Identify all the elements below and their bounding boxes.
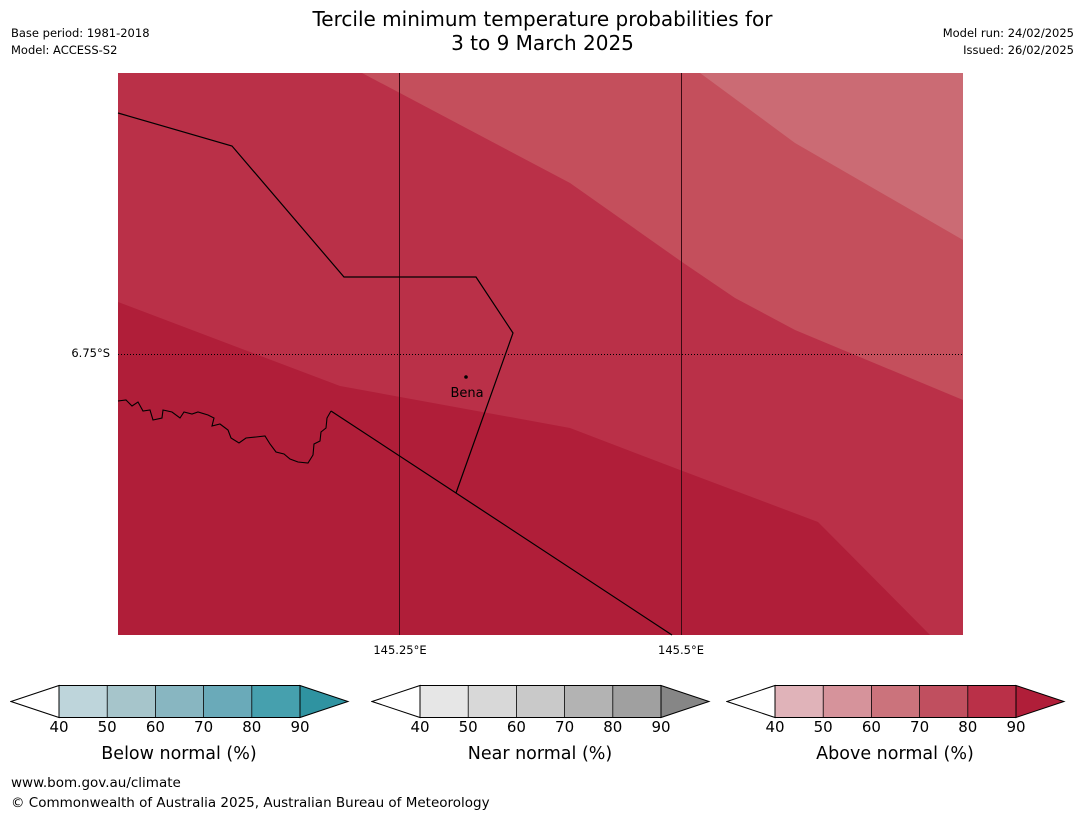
legend-title-below-normal: Below normal (%) — [101, 744, 257, 764]
map-shading-60 — [700, 73, 963, 240]
colorbar-segment-under — [371, 684, 421, 719]
legend-tick: 80 — [242, 718, 262, 736]
colorbar-segment-60-70 — [155, 685, 204, 718]
legend-tick: 80 — [603, 718, 623, 736]
colorbar-segment-80-90 — [612, 685, 661, 718]
colorbar-segment-40-50 — [420, 685, 469, 718]
legend-tick: 40 — [765, 718, 785, 736]
colorbar-segment-50-60 — [468, 685, 517, 718]
bena-marker — [464, 375, 468, 379]
colorbar-segment-70-80 — [203, 685, 252, 718]
issued-text: Issued: 26/02/2025 — [963, 43, 1074, 57]
legend-tick: 50 — [97, 718, 117, 736]
colorbar-segment-over — [299, 684, 350, 719]
model-text: Model: ACCESS-S2 — [11, 43, 118, 57]
meta-right: Model run: 24/02/2025 Issued: 26/02/2025 — [943, 25, 1074, 59]
latitude-label: 6.75°S — [71, 346, 110, 360]
legend-tick: 50 — [458, 718, 478, 736]
legend-tick: 40 — [49, 718, 69, 736]
legend-tick: 90 — [1006, 718, 1026, 736]
legend-above-normal: 40 50 60 70 80 90 Above normal (%) — [726, 683, 1076, 773]
legend-below-normal: 40 50 60 70 80 90 Below normal (%) — [10, 683, 360, 773]
colorbar-below-normal — [10, 684, 350, 719]
meta-left: Base period: 1981-2018 Model: ACCESS-S2 — [11, 25, 150, 59]
colorbar-segment-60-70 — [871, 685, 920, 718]
legend-near-normal: 40 50 60 70 80 90 Near normal (%) — [371, 683, 721, 773]
title-line-1: Tercile minimum temperature probabilitie… — [312, 7, 773, 31]
legend-tick: 60 — [145, 718, 165, 736]
legend-tick: 60 — [506, 718, 526, 736]
chart-title: Tercile minimum temperature probabilitie… — [0, 7, 1085, 55]
legend-tick: 80 — [958, 718, 978, 736]
model-run-text: Model run: 24/02/2025 — [942, 26, 1074, 40]
colorbar-near-normal — [371, 684, 711, 719]
legend-title-near-normal: Near normal (%) — [467, 744, 613, 764]
legend-tick: 60 — [861, 718, 881, 736]
legend-tick: 70 — [910, 718, 930, 736]
colorbar-segment-80-90 — [251, 685, 300, 718]
coastline — [117, 399, 332, 464]
province-boundary — [117, 112, 514, 494]
legend-tick: 70 — [194, 718, 214, 736]
legend-tick: 50 — [813, 718, 833, 736]
legend-tick: 40 — [410, 718, 430, 736]
colorbar-segment-under — [10, 684, 60, 719]
colorbar-segment-50-60 — [823, 685, 872, 718]
probability-map — [117, 73, 963, 636]
legend-tick: 70 — [555, 718, 575, 736]
province-boundary-south — [330, 410, 673, 636]
colorbar-segment-40-50 — [775, 685, 824, 718]
title-line-2: 3 to 9 March 2025 — [451, 31, 634, 55]
map-shading-70 — [362, 73, 963, 400]
legend-tick: 90 — [290, 718, 310, 736]
colorbar-above-normal — [726, 684, 1066, 719]
colorbar-segment-40-50 — [59, 685, 108, 718]
legend-tick: 90 — [651, 718, 671, 736]
place-label-bena: Bena — [450, 386, 484, 401]
longitude-label-145-25: 145.25°E — [373, 643, 427, 657]
colorbar-segment-over — [1015, 684, 1066, 719]
colorbar-segment-over — [660, 684, 711, 719]
footer-url[interactable]: www.bom.gov.au/climate — [11, 775, 181, 791]
colorbar-segment-under — [726, 684, 776, 719]
colorbar-segment-50-60 — [107, 685, 156, 718]
colorbar-segment-70-80 — [564, 685, 613, 718]
colorbar-segment-60-70 — [516, 685, 565, 718]
longitude-label-145-5: 145.5°E — [658, 643, 704, 657]
base-period-text: Base period: 1981-2018 — [11, 26, 150, 40]
colorbar-segment-70-80 — [919, 685, 968, 718]
colorbar-segment-80-90 — [967, 685, 1016, 718]
footer-copyright: © Commonwealth of Australia 2025, Austra… — [11, 795, 490, 811]
legend-title-above-normal: Above normal (%) — [816, 744, 974, 764]
